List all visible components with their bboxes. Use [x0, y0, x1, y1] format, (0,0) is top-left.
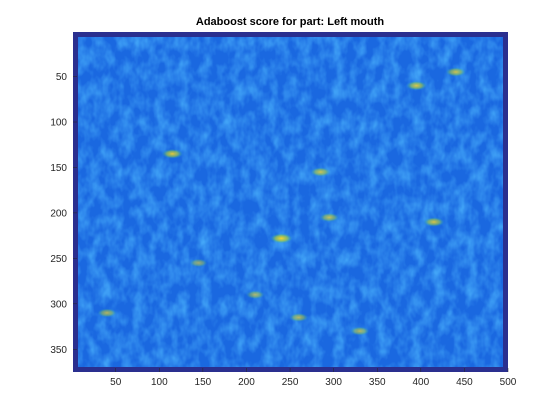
y-tick-label-100: 100: [50, 118, 67, 129]
heatmap-hotspot-10: [245, 290, 265, 300]
y-tick-label-300: 300: [50, 299, 67, 310]
y-axis: 50 100 150 200 250 300 350: [50, 72, 77, 356]
heatmap-hotspot-1: [270, 233, 293, 244]
heatmap-border: [73, 32, 508, 372]
y-tick-label-200: 200: [50, 208, 67, 219]
x-tick-label-150: 150: [195, 377, 212, 388]
x-tick-label-200: 200: [238, 377, 255, 388]
y-tick-label-150: 150: [50, 163, 67, 174]
x-tick-label-450: 450: [456, 377, 473, 388]
heatmap-hotspot-0: [161, 149, 183, 159]
heatmap-hotspot-6: [445, 67, 466, 77]
heatmap-hotspot-11: [189, 258, 208, 268]
plot-area: [73, 32, 508, 372]
x-tick-label-100: 100: [151, 377, 168, 388]
y-tick-label-250: 250: [50, 254, 67, 265]
heatmap-texture: [73, 32, 508, 372]
heatmap-hotspot-5: [406, 80, 427, 91]
heatmap-hotspot-2: [310, 167, 331, 177]
heatmap-hotspot-3: [319, 212, 340, 222]
chart-title: Adaboost score for part: Left mouth: [196, 16, 385, 28]
heatmap-hotspot-9: [289, 313, 309, 322]
heatmap-hotspot-8: [97, 308, 117, 318]
heatmap-hotspot-7: [350, 326, 370, 336]
x-tick-label-500: 500: [500, 377, 517, 388]
x-tick-label-400: 400: [412, 377, 429, 388]
heatmap-hotspots: [97, 67, 466, 336]
x-tick-label-350: 350: [369, 377, 386, 388]
y-tick-label-350: 350: [50, 345, 67, 356]
heatmap-hotspot-4: [423, 217, 445, 227]
x-tick-label-250: 250: [282, 377, 299, 388]
x-axis: 50 100 150 200 250 300 350 400 450 500: [110, 368, 517, 388]
y-tick-label-50: 50: [56, 72, 68, 83]
x-tick-label-50: 50: [110, 377, 122, 388]
x-tick-label-300: 300: [325, 377, 342, 388]
